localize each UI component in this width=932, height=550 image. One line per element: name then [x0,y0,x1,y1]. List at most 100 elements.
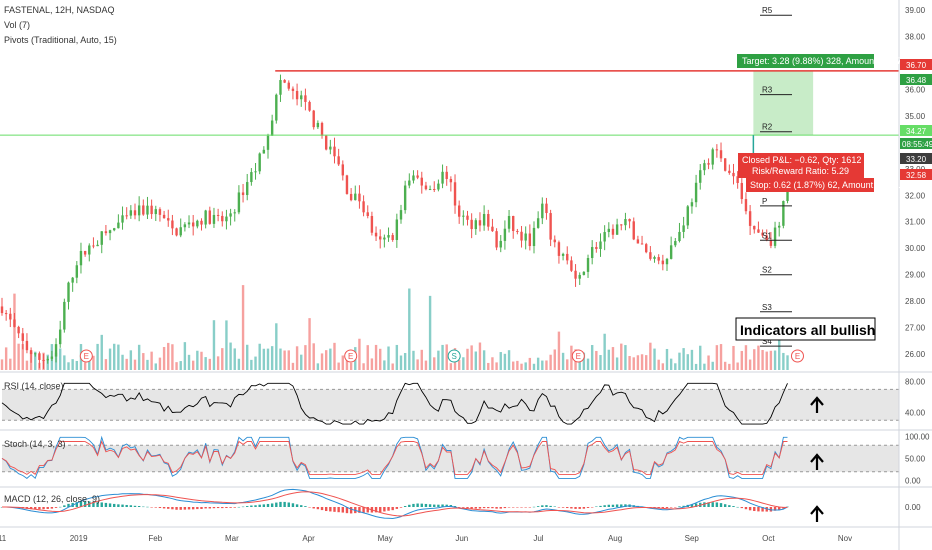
macd-histogram-bar [703,502,706,507]
target-info-text: Target: 3.28 (9.88%) 328, Amount: 9287.3… [742,56,914,66]
macd-histogram-bar [736,506,739,508]
tag-entry [900,125,932,136]
macd-histogram-bar [578,507,581,509]
price-tick-label: 29.00 [905,271,926,280]
candle-body [732,172,735,177]
macd-histogram-bar [196,507,199,510]
macd-histogram-bar [142,506,145,508]
volume-bar [516,360,519,370]
macd-histogram-bar [553,506,556,507]
macd-histogram-bar [295,504,299,507]
time-tick-label: Jul [533,534,543,543]
macd-histogram-bar [694,503,698,507]
macd-histogram-bar [499,507,502,509]
event-marker [447,349,461,363]
macd-histogram-bar [258,504,261,507]
stoch-tick-label: 50.00 [905,455,926,464]
volume-bar [728,363,731,370]
macd-histogram-bar [474,507,478,509]
price-tick-label: 28.00 [905,297,926,306]
volume-bar [761,349,764,370]
candle-body [412,175,415,181]
rsi-tick-label: 40.00 [905,409,926,418]
volume-bar [557,331,561,370]
volume-bar [329,348,332,370]
volume-bar [599,355,602,370]
candle-body [146,205,149,215]
volume-bar [262,348,266,370]
macd-histogram-bar [744,507,748,510]
volume-bar [528,357,532,370]
candlesticks [0,74,789,369]
macd-histogram-bar [595,506,598,508]
candle-body [757,229,760,233]
volume-bar [133,359,137,370]
macd-label: MACD (12, 26, close, 9) [4,494,100,504]
candle-body [167,218,170,221]
macd-histogram-bar [719,503,723,507]
event-marker [79,349,93,363]
volume-bar [428,295,432,370]
candle-body [287,82,290,89]
candle-body [142,205,145,215]
volume-bar [653,348,656,370]
candle-body [104,231,108,234]
macd-histogram-bar [117,504,120,507]
macd-histogram-bar [778,507,781,511]
macd-histogram-bar [262,504,266,507]
volume-bar [374,344,378,370]
macd-histogram-bar [582,507,586,509]
candle-body [316,122,320,128]
candle-body [100,231,103,245]
volume-bar [778,320,781,370]
volume-bar [524,362,527,370]
volume-bar [674,363,677,370]
volume-bar [96,343,99,370]
macd-histogram-bar [113,503,116,507]
volume-bar [137,344,141,370]
volume-bar [34,351,37,370]
macd-histogram-bar [566,507,569,509]
macd-histogram-bar [503,507,507,509]
candle-body [528,233,532,247]
macd-histogram-bar [711,502,714,507]
candle-body [0,306,4,314]
volume-bar [669,358,673,370]
macd-histogram-bar [162,507,166,509]
candle-body [686,206,689,226]
candle-body [678,231,681,242]
volume-bar [495,362,498,370]
macd-histogram-bar [441,504,444,507]
volume-bar [304,345,307,370]
candle-body [773,227,777,246]
candle-body [237,192,241,213]
candle-body [603,232,606,242]
volume-bar [412,350,415,370]
macd-histogram-bar [146,506,149,508]
price-tick-label: 27.00 [905,324,926,333]
macd-histogram-bar [532,506,536,508]
tag-last-text: 33.20 [906,155,927,164]
volume-bar [690,349,694,370]
macd-histogram-bar [221,507,224,509]
candle-body [275,94,278,121]
macd-histogram-bar [125,504,128,507]
macd-histogram-bar [412,503,415,507]
candle-body [778,225,781,228]
macd-histogram-bar [341,507,345,513]
volume-bar [187,354,191,370]
volume-bar [121,354,124,370]
macd-histogram-bar [561,507,565,508]
volume-bar [586,358,590,370]
candle-body [403,185,407,211]
candle-body [279,80,282,95]
macd-histogram-bar [279,501,282,507]
volume-bar [773,350,777,370]
price-tick-label: 39.00 [905,6,926,15]
volume-bar [449,363,453,370]
volume-bar [553,349,556,370]
candle-body [246,182,249,196]
volume-bar [703,363,706,370]
macd-histogram-bar [133,505,137,507]
rsi-line [1,382,788,425]
